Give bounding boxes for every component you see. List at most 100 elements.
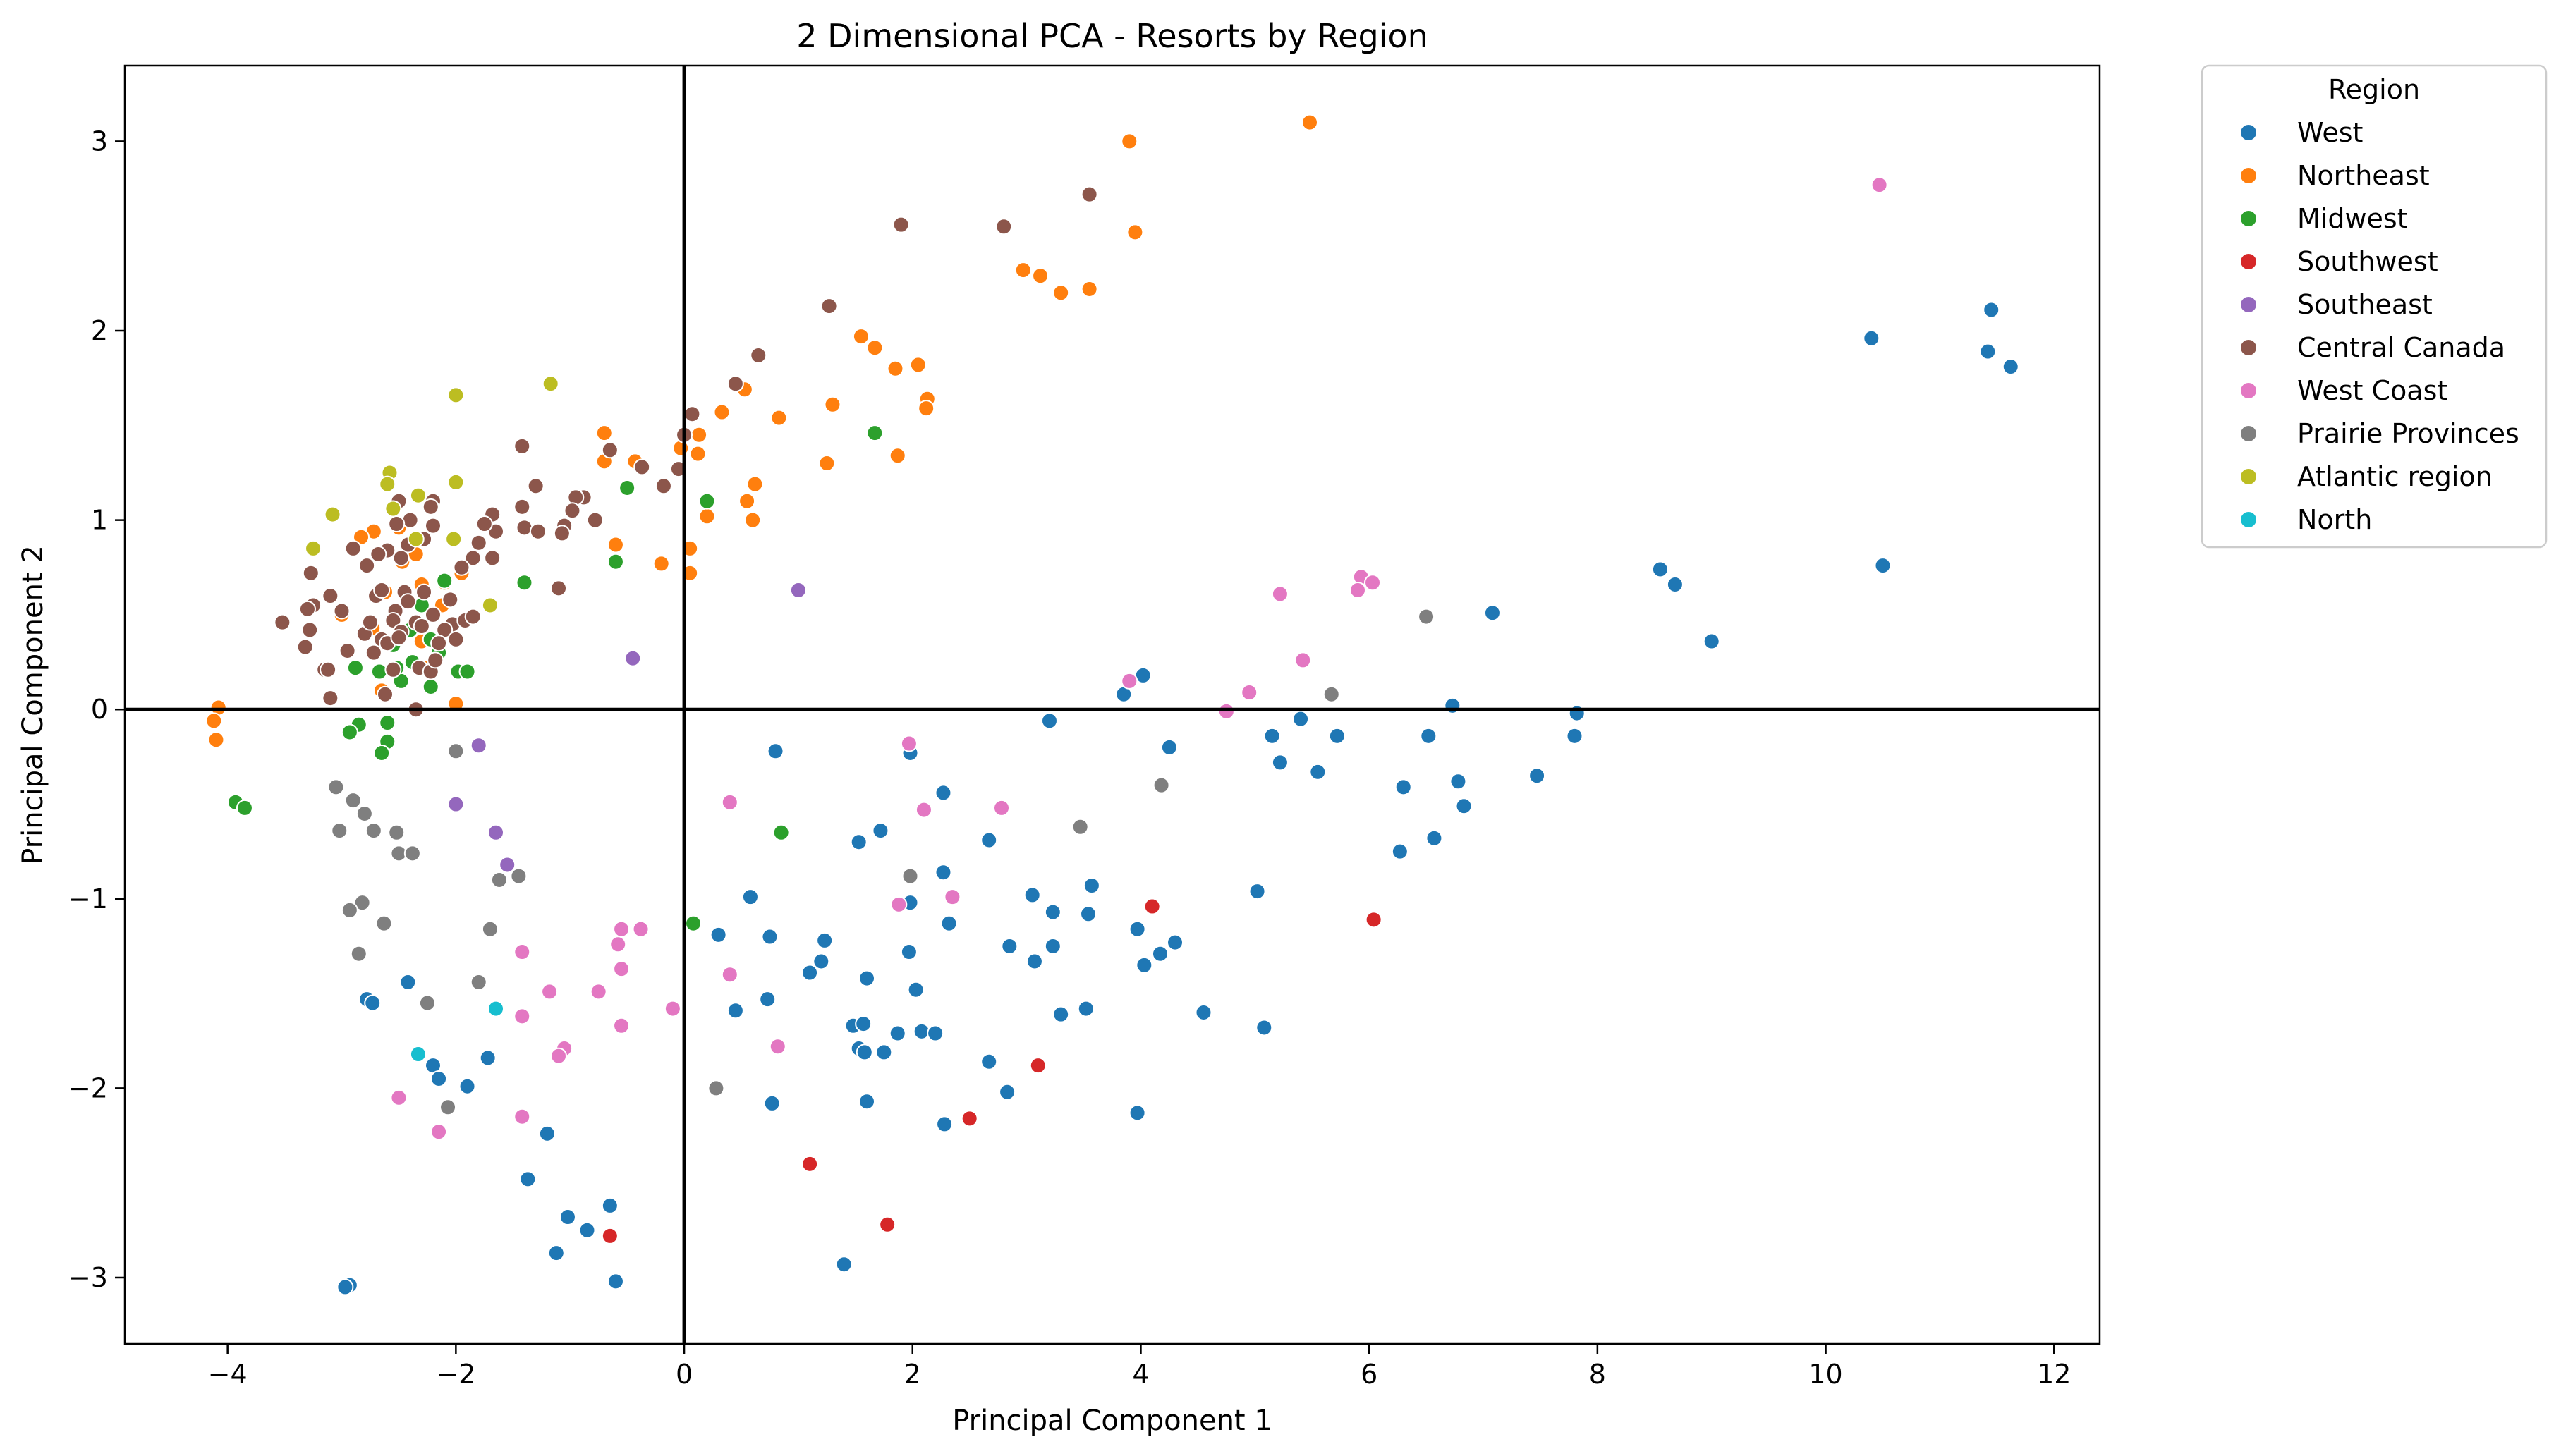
data-point [633,458,651,476]
data-point [801,1155,819,1173]
data-point [1349,582,1366,599]
x-tick-label: −4 [208,1359,248,1390]
y-tick-label: 0 [91,694,108,725]
data-point [855,1015,872,1033]
data-point [516,574,533,592]
data-point [322,690,339,707]
legend-title: Region [2328,74,2420,105]
y-tick-label: 1 [91,505,108,536]
legend-marker [2239,166,2258,185]
data-point [1167,934,1184,951]
x-tick-label: 8 [1589,1359,1606,1390]
data-point [1292,710,1310,728]
data-point [399,593,417,611]
data-point [470,737,487,754]
data-point [691,426,708,443]
data-point [1026,953,1043,970]
data-point [866,339,884,357]
data-point [1121,672,1138,690]
legend-label: Northeast [2297,160,2430,191]
data-point [761,928,779,946]
data-point [1081,185,1098,203]
data-point [320,661,337,678]
data-point [538,1125,556,1142]
data-point [458,1077,476,1095]
data-point [301,621,319,639]
data-point [683,405,701,423]
data-point [447,742,465,760]
data-point [430,1123,448,1141]
data-point [710,926,727,943]
data-point [607,553,624,570]
legend-marker [2239,510,2258,529]
legend-marker [2239,252,2258,271]
data-point [818,455,836,472]
data-point [445,530,463,548]
data-point [1136,956,1153,974]
data-point [464,549,482,567]
data-point [1301,114,1318,131]
data-point [384,661,402,678]
data-point [324,506,341,523]
data-point [980,831,998,849]
data-point [527,477,545,495]
data-point [1126,224,1144,241]
data-point [413,618,430,635]
data-point [513,437,531,455]
data-point [1271,754,1289,771]
data-point [772,824,790,841]
data-point [481,597,499,614]
data-point [1979,343,1997,360]
data-point [850,833,868,851]
data-point [601,1227,619,1244]
data-point [490,871,508,888]
data-point [481,920,499,938]
data-point [550,1047,568,1065]
x-tick-label: 2 [904,1359,921,1390]
data-point [484,549,501,567]
data-point [890,895,908,913]
data-point [624,649,642,667]
data-point [909,356,927,374]
data-point [1528,767,1546,785]
data-point [1309,763,1327,781]
legend-label: Prairie Provinces [2297,418,2519,449]
x-tick-label: 10 [1808,1359,1842,1390]
legend-label: Atlantic region [2297,461,2493,492]
data-point [519,1170,537,1188]
data-point [550,580,568,597]
data-point [801,964,819,981]
data-point [499,856,516,874]
data-point [403,845,421,862]
data-point [422,678,439,695]
data-point [601,441,619,459]
data-point [296,638,314,656]
data-point [1394,778,1412,796]
data-point [852,328,870,345]
legend-label: Central Canada [2297,332,2505,363]
data-point [1071,818,1089,836]
data-point [333,602,351,620]
data-point [1455,797,1473,815]
data-point [858,969,876,987]
data-point [1052,284,1070,302]
legend-marker [2239,467,2258,486]
data-point [547,1244,565,1262]
data-point [763,1094,781,1112]
data-point [236,799,253,816]
data-point [601,1197,619,1214]
data-point [392,672,410,690]
legend-marker [2239,123,2258,142]
data-point [872,822,889,840]
data-point [721,966,738,984]
data-point [664,1000,681,1017]
data-point [1483,604,1501,622]
data-point [205,712,223,730]
data-point [384,611,402,629]
series-prairie-provinces [327,608,1435,1116]
series-southwest [601,898,1382,1244]
legend-items: West Northeast Midwest Southwest Southeast Ce… [2239,117,2519,535]
data-point [373,582,391,599]
